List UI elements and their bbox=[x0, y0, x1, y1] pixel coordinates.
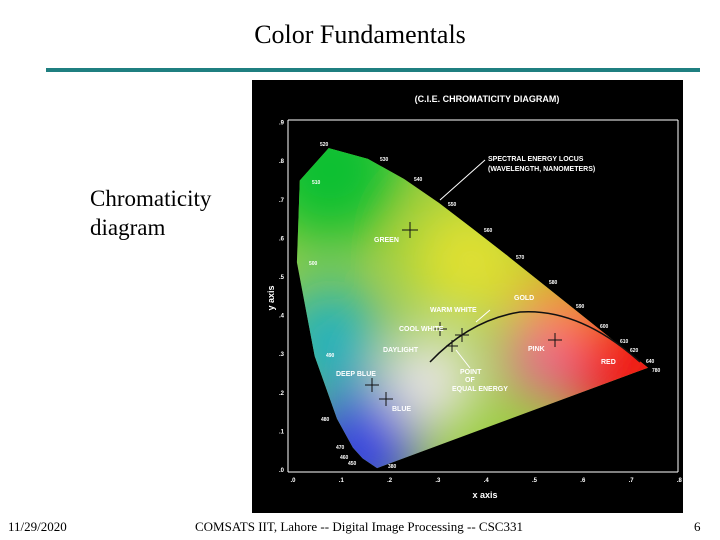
markers bbox=[365, 222, 562, 406]
callout-label: EQUAL ENERGY bbox=[452, 386, 508, 393]
x-tick-label: .0 bbox=[290, 478, 296, 484]
wavelength-label: 620 bbox=[630, 348, 639, 354]
x-tick-label: .3 bbox=[435, 478, 441, 484]
callout-label: POINT bbox=[460, 369, 482, 376]
y-tick-label: .7 bbox=[279, 198, 285, 204]
x-tick-label: .7 bbox=[629, 478, 635, 484]
wavelength-label: 580 bbox=[549, 280, 558, 286]
callout-label: (WAVELENGTH, NANOMETERS) bbox=[488, 166, 595, 173]
caption-line: Chromaticity bbox=[90, 186, 212, 211]
title-rule bbox=[46, 68, 700, 72]
callout-label: DEEP BLUE bbox=[336, 371, 376, 378]
figure-title: (C.I.E. CHROMATICITY DIAGRAM) bbox=[415, 94, 560, 104]
callout-label: OF bbox=[465, 377, 475, 384]
y-tick-label: .1 bbox=[279, 429, 285, 435]
callout-label: BLUE bbox=[392, 406, 411, 413]
leader-lines bbox=[439, 159, 491, 369]
wavelength-label: 540 bbox=[414, 177, 423, 183]
x-tick-label: .4 bbox=[484, 478, 490, 484]
planckian-locus bbox=[429, 310, 641, 363]
x-axis-label: x axis bbox=[472, 490, 497, 500]
footer-date: 11/29/2020 bbox=[8, 519, 67, 534]
footer-course: COMSATS IIT, Lahore -- Digital Image Pro… bbox=[195, 519, 523, 534]
wavelength-label: 520 bbox=[320, 142, 329, 148]
x-tick-label: .6 bbox=[580, 478, 586, 484]
y-tick-label: .9 bbox=[279, 121, 285, 127]
y-tick-label: .3 bbox=[279, 352, 285, 358]
x-tick-label: .5 bbox=[532, 478, 538, 484]
callout-label: RED bbox=[601, 359, 616, 366]
wavelength-label: 490 bbox=[326, 353, 335, 359]
wavelength-label: 500 bbox=[309, 261, 318, 267]
wavelength-label: 560 bbox=[484, 228, 493, 234]
callout-label: DAYLIGHT bbox=[383, 347, 419, 354]
wavelength-label: 600 bbox=[600, 324, 609, 330]
wavelength-label: 780 bbox=[652, 368, 661, 374]
x-tick-label: .2 bbox=[387, 478, 393, 484]
callout-label: GOLD bbox=[514, 295, 534, 302]
y-tick-label: .8 bbox=[279, 159, 285, 165]
wavelength-label: 640 bbox=[646, 359, 655, 365]
footer-page: 6 bbox=[694, 519, 701, 534]
wavelength-label: 530 bbox=[380, 157, 389, 163]
wavelength-label: 470 bbox=[336, 445, 345, 451]
wavelength-label: 610 bbox=[620, 339, 629, 345]
y-tick-label: .5 bbox=[279, 275, 285, 281]
y-tick-label: .2 bbox=[279, 391, 285, 397]
wavelength-label: 510 bbox=[312, 180, 321, 186]
callout-label: PINK bbox=[528, 346, 545, 353]
wavelength-label: 550 bbox=[448, 202, 457, 208]
y-tick-label: .4 bbox=[279, 314, 285, 320]
y-tick-label: .6 bbox=[279, 236, 285, 242]
callout-label: COOL WHITE bbox=[399, 326, 444, 333]
x-tick-label: .1 bbox=[339, 478, 345, 484]
wavelength-label: 480 bbox=[321, 417, 330, 423]
slide-title: Color Fundamentals bbox=[254, 20, 466, 49]
wavelength-label: 570 bbox=[516, 255, 525, 261]
callout-label: WARM WHITE bbox=[430, 307, 477, 314]
wavelength-label: 450 bbox=[348, 461, 357, 467]
wavelength-label: 380 bbox=[388, 464, 397, 470]
chromaticity-figure: (C.I.E. CHROMATICITY DIAGRAM) x axis y a… bbox=[252, 80, 683, 513]
caption-line: diagram bbox=[90, 215, 166, 240]
y-tick-label: .0 bbox=[279, 468, 285, 474]
callout-label: SPECTRAL ENERGY LOCUS bbox=[488, 156, 584, 163]
wavelength-label: 460 bbox=[340, 455, 349, 461]
y-axis-label: y axis bbox=[266, 285, 276, 310]
callout-label: GREEN bbox=[374, 237, 399, 244]
x-tick-label: .8 bbox=[677, 478, 683, 484]
wavelength-label: 590 bbox=[576, 304, 585, 310]
